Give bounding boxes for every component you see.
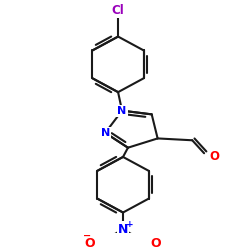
Text: N: N [118,106,127,116]
Text: N: N [100,128,110,138]
Text: N: N [118,223,128,236]
Text: O: O [209,150,219,162]
Text: O: O [85,238,95,250]
Text: +: + [126,220,134,229]
Text: −: − [83,231,92,241]
Text: O: O [151,238,161,250]
Text: Cl: Cl [112,4,124,17]
